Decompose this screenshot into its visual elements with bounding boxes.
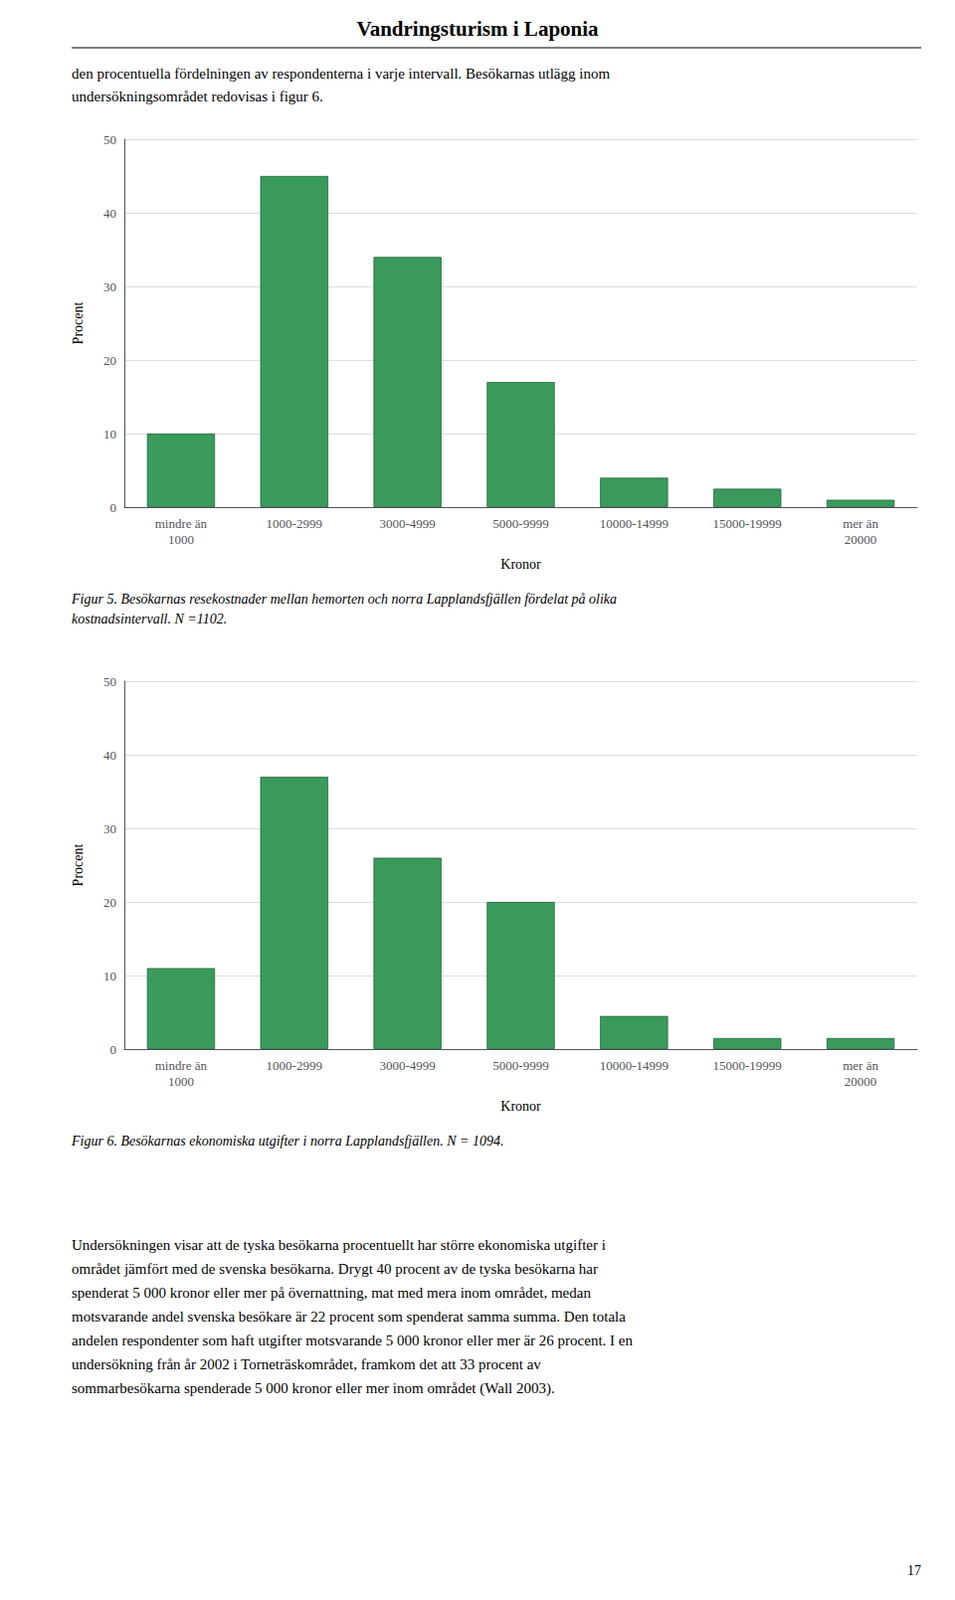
svg-text:20: 20: [103, 895, 117, 911]
svg-text:Procent: Procent: [70, 302, 86, 346]
svg-text:1000: 1000: [168, 532, 194, 548]
svg-text:50: 50: [103, 674, 117, 690]
svg-text:17: 17: [907, 1563, 922, 1579]
svg-text:5000-9999: 5000-9999: [492, 1058, 549, 1074]
svg-text:1000-2999: 1000-2999: [266, 1058, 323, 1074]
svg-text:40: 40: [103, 205, 117, 221]
svg-text:15000-19999: 15000-19999: [713, 516, 782, 532]
svg-text:5000-9999: 5000-9999: [492, 516, 549, 532]
svg-text:0: 0: [110, 500, 118, 516]
svg-text:30: 30: [103, 821, 117, 837]
svg-text:Procent: Procent: [70, 844, 86, 888]
svg-text:30: 30: [103, 279, 117, 295]
svg-text:20: 20: [103, 353, 117, 369]
svg-text:den procentuella fördelningen: den procentuella fördelningen av respond…: [71, 65, 610, 82]
svg-text:Vandringsturism i Laponia: Vandringsturism i Laponia: [356, 16, 599, 41]
svg-text:1000: 1000: [168, 1074, 194, 1090]
svg-text:mindre än: mindre än: [155, 1058, 208, 1074]
svg-text:3000-4999: 3000-4999: [379, 516, 435, 532]
svg-text:10000-14999: 10000-14999: [599, 516, 669, 532]
svg-text:Figur 5. Besökarnas resekostna: Figur 5. Besökarnas resekostnader mellan…: [70, 591, 617, 607]
svg-text:undersökning från år 2002 i To: undersökning från år 2002 i Torneträskom…: [71, 1356, 542, 1373]
svg-text:undersökningsområdet redovisas: undersökningsområdet redovisas i figur 6…: [71, 88, 324, 105]
svg-text:kostnadsintervall. N =1102.: kostnadsintervall. N =1102.: [71, 611, 227, 627]
svg-text:mindre än: mindre än: [155, 516, 208, 532]
svg-text:spenderat 5 000 kronor eller m: spenderat 5 000 kronor eller mer på över…: [71, 1285, 591, 1302]
svg-text:Kronor: Kronor: [500, 1099, 542, 1115]
svg-text:15000-19999: 15000-19999: [713, 1058, 782, 1074]
svg-text:20000: 20000: [844, 532, 878, 548]
svg-text:mer än: mer än: [842, 1058, 879, 1074]
svg-text:Kronor: Kronor: [500, 557, 542, 573]
svg-text:Figur 6. Besökarnas ekonomiska: Figur 6. Besökarnas ekonomiska utgifter …: [70, 1134, 505, 1149]
svg-text:motsvarande andel svenska besö: motsvarande andel svenska besökare är 22…: [71, 1309, 626, 1326]
svg-text:50: 50: [103, 132, 117, 148]
svg-text:sommarbesökarna spenderade 5 0: sommarbesökarna spenderade 5 000 kronor …: [71, 1380, 556, 1398]
svg-text:1000-2999: 1000-2999: [266, 516, 323, 532]
svg-text:andelen respondenter som haft: andelen respondenter som haft utgifter m…: [71, 1333, 633, 1349]
svg-text:3000-4999: 3000-4999: [379, 1058, 435, 1074]
svg-text:10: 10: [103, 968, 117, 984]
svg-text:10000-14999: 10000-14999: [599, 1058, 669, 1074]
svg-text:10: 10: [103, 426, 117, 442]
svg-text:området jämfört med de svenska: området jämfört med de svenska besökarna…: [71, 1261, 598, 1278]
svg-text:Undersökningen visar att de ty: Undersökningen visar att de tyska besöka…: [71, 1237, 606, 1254]
svg-text:0: 0: [110, 1042, 118, 1058]
svg-text:mer än: mer än: [842, 516, 879, 532]
svg-text:40: 40: [103, 748, 117, 764]
svg-text:20000: 20000: [844, 1074, 878, 1090]
